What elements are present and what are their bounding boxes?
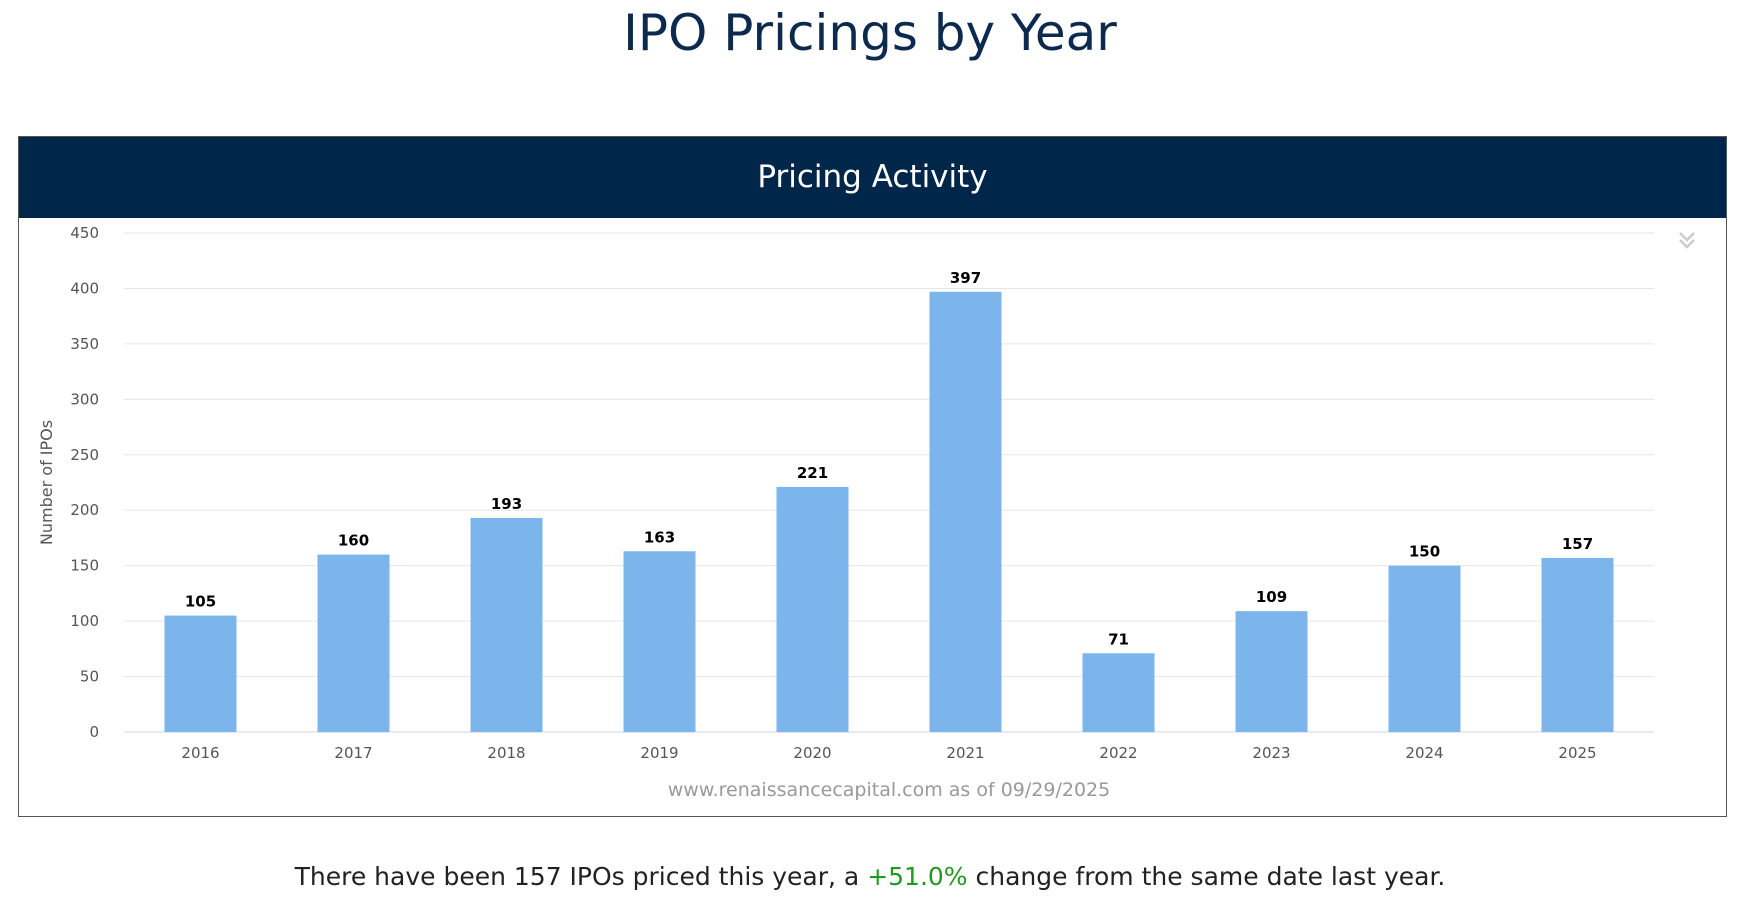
y-tick-label: 300 — [70, 390, 99, 408]
y-tick-label: 250 — [70, 446, 99, 464]
data-label: 221 — [797, 464, 828, 482]
x-tick-label: 2024 — [1405, 744, 1443, 762]
bar — [1388, 565, 1461, 732]
bar — [470, 517, 543, 732]
summary-text: There have been 157 IPOs priced this yea… — [0, 862, 1740, 891]
x-tick-label: 2019 — [640, 744, 678, 762]
y-tick-label: 350 — [70, 335, 99, 353]
data-label: 105 — [185, 593, 216, 611]
data-label: 163 — [644, 528, 675, 546]
y-tick-label: 0 — [89, 723, 99, 741]
bar — [164, 615, 237, 732]
y-tick-label: 400 — [70, 279, 99, 297]
data-label: 193 — [491, 495, 522, 513]
summary-prefix: There have been 157 IPOs priced this yea… — [294, 862, 868, 891]
y-tick-label: 50 — [80, 668, 99, 686]
bar — [929, 291, 1002, 732]
data-label: 157 — [1562, 535, 1593, 553]
y-tick-label: 450 — [70, 224, 99, 242]
bar — [1235, 611, 1308, 732]
summary-change: +51.0% — [867, 862, 968, 891]
x-tick-label: 2020 — [793, 744, 831, 762]
x-tick-label: 2021 — [946, 744, 984, 762]
bar — [623, 551, 696, 732]
x-tick-label: 2025 — [1558, 744, 1596, 762]
y-tick-label: 200 — [70, 501, 99, 519]
y-tick-label: 100 — [70, 612, 99, 630]
data-label: 150 — [1409, 543, 1440, 561]
bar — [1082, 653, 1155, 732]
panel-header: Pricing Activity — [19, 137, 1726, 218]
y-axis-title: Number of IPOs — [37, 420, 56, 545]
chevron-down-icon[interactable] — [1675, 229, 1699, 253]
x-tick-label: 2023 — [1252, 744, 1290, 762]
x-tick-label: 2016 — [181, 744, 219, 762]
bar — [776, 486, 849, 732]
data-label: 397 — [950, 269, 981, 287]
data-label: 71 — [1108, 630, 1129, 648]
data-label: 160 — [338, 532, 369, 550]
page-title: IPO Pricings by Year — [623, 4, 1117, 62]
x-tick-label: 2017 — [334, 744, 372, 762]
x-tick-label: 2018 — [487, 744, 525, 762]
summary-suffix: change from the same date last year. — [967, 862, 1446, 891]
chart-credit: www.renaissancecapital.com as of 09/29/2… — [668, 779, 1110, 801]
bar-chart: 0 50 100 150 200 250 300 350 400 450 Number of IPO… — [37, 224, 1654, 801]
bar — [1541, 557, 1614, 732]
x-tick-label: 2022 — [1099, 744, 1137, 762]
data-label: 109 — [1256, 588, 1287, 606]
y-tick-label: 150 — [70, 557, 99, 575]
bar — [317, 554, 390, 732]
chart-panel: Pricing Activity 0 50 100 150 200 250 300 350 40… — [18, 136, 1727, 817]
